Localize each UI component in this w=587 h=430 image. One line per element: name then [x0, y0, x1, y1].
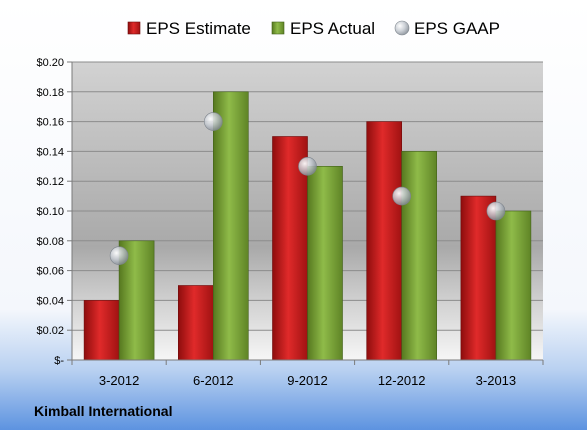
y-tick-label: $0.12 [36, 176, 64, 188]
y-tick-label: $- [54, 355, 64, 367]
x-tick-label: 3-2013 [476, 373, 516, 388]
bar-eps-estimate-3-2012 [83, 300, 120, 361]
footer-company-name: Kimball International [34, 403, 172, 419]
legend-label: EPS GAAP [414, 19, 500, 38]
x-tick-label: 3-2012 [99, 373, 139, 388]
legend: EPS Estimate EPS Actual EPS GAAP [127, 19, 500, 38]
y-tick-label: $0.14 [36, 146, 64, 158]
y-tick-label: $0.20 [36, 57, 64, 69]
legend-swatch [127, 21, 141, 35]
x-tick-label: 9-2012 [287, 373, 327, 388]
bar-eps-actual-3-2013 [495, 210, 532, 361]
bars [83, 91, 532, 361]
bar-eps-estimate-12-2012 [366, 121, 403, 361]
bar-eps-actual-9-2012 [307, 166, 343, 361]
axes: $- $0.02 $0.04 $0.06 $0.08 $0.10 $0.12 $0.14 $0.… [36, 57, 544, 388]
bar-eps-actual-12-2012 [401, 151, 438, 361]
y-tick-label: $0.02 [36, 325, 64, 337]
bar-eps-actual-6-2012 [213, 91, 249, 361]
y-tick-label: $0.08 [36, 236, 64, 248]
marker-eps-gaap-3-2012 [109, 246, 129, 265]
legend-label: EPS Estimate [146, 19, 251, 38]
legend-swatch [394, 20, 410, 36]
y-tick-label: $0.16 [36, 117, 64, 129]
bar-eps-estimate-6-2012 [178, 285, 214, 361]
x-tick-label: 6-2012 [193, 373, 233, 388]
y-tick-label: $0.18 [36, 87, 64, 99]
gaap-markers [109, 112, 506, 265]
y-tick-label: $0.10 [36, 206, 64, 218]
marker-eps-gaap-12-2012 [392, 186, 412, 206]
legend-item-eps-gaap: EPS GAAP [394, 19, 500, 38]
legend-label: EPS Actual [290, 19, 375, 38]
bar-eps-estimate-3-2013 [460, 195, 497, 361]
marker-eps-gaap-6-2012 [204, 112, 223, 131]
y-tick-label: $0.06 [36, 266, 64, 278]
y-tick-label: $0.04 [36, 295, 64, 307]
bar-eps-estimate-9-2012 [272, 136, 308, 361]
marker-eps-gaap-9-2012 [298, 157, 317, 176]
marker-eps-gaap-3-2013 [486, 201, 506, 221]
legend-swatch [271, 21, 285, 35]
legend-item-eps-estimate: EPS Estimate [127, 19, 251, 38]
x-tick-label: 12-2012 [378, 373, 426, 388]
legend-item-eps-actual: EPS Actual [271, 19, 375, 38]
